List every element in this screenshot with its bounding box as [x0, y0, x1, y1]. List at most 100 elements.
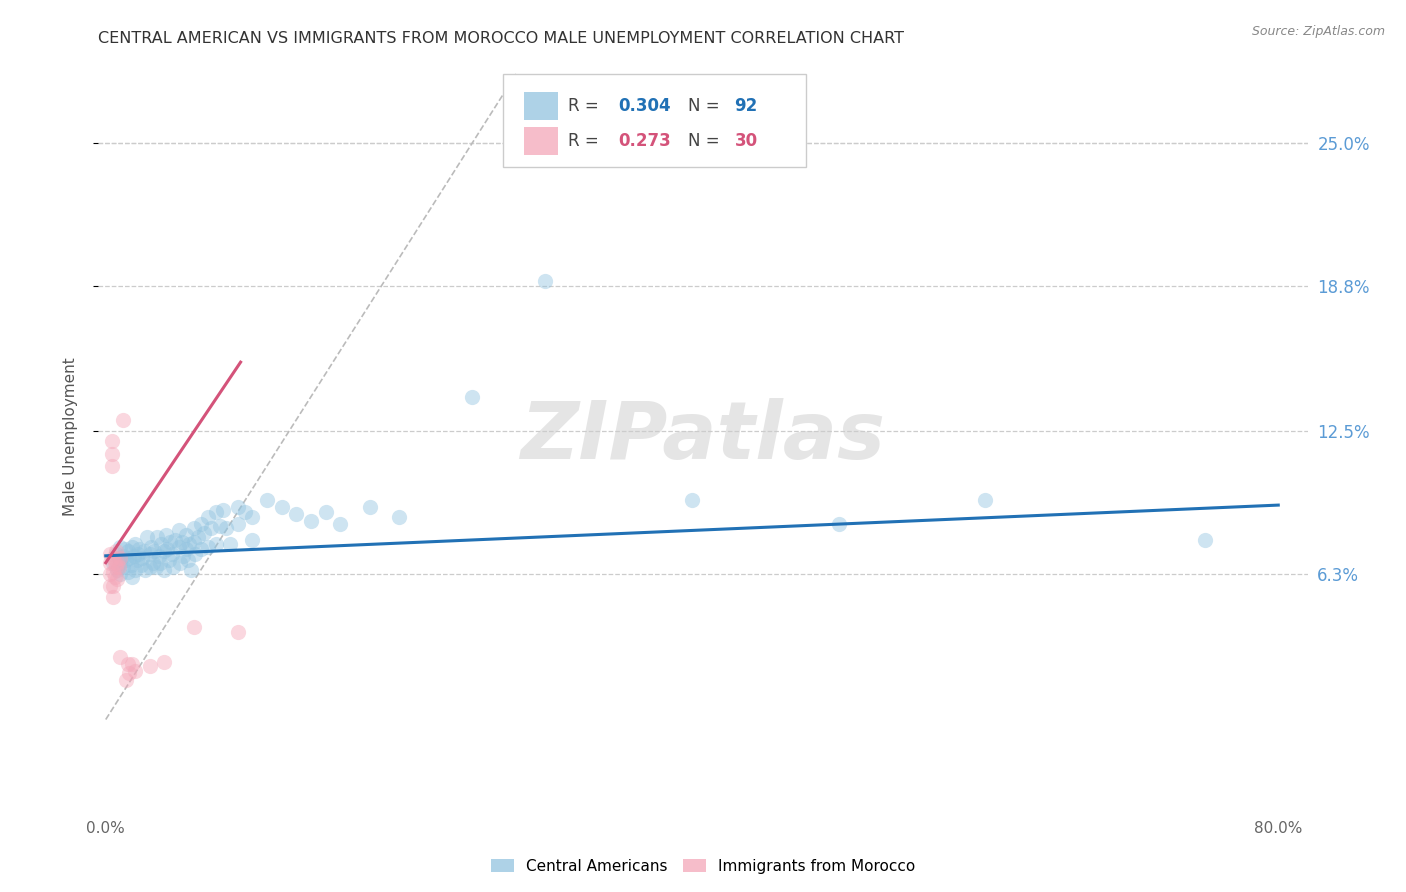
Point	[121, 569, 143, 583]
Point	[146, 530, 169, 544]
Point	[117, 544, 139, 558]
Point	[98, 579, 121, 593]
Point	[121, 657, 143, 672]
Point	[110, 551, 132, 566]
Point	[127, 547, 149, 561]
Point	[105, 560, 128, 574]
Text: 92: 92	[734, 97, 758, 115]
Point	[120, 558, 142, 572]
Point	[461, 390, 484, 404]
Point	[105, 547, 128, 561]
Point	[212, 502, 235, 516]
FancyBboxPatch shape	[503, 74, 806, 168]
Point	[150, 537, 173, 551]
Point	[138, 560, 160, 574]
Point	[118, 666, 141, 681]
Point	[134, 563, 156, 577]
Y-axis label: Male Unemployment: Male Unemployment	[63, 358, 77, 516]
Text: Source: ZipAtlas.com: Source: ZipAtlas.com	[1251, 25, 1385, 38]
Point	[159, 535, 181, 549]
Point	[145, 560, 167, 574]
Point	[299, 514, 322, 528]
Point	[827, 516, 849, 531]
Point	[183, 521, 205, 535]
Point	[183, 535, 205, 549]
Point	[176, 528, 198, 542]
Point	[128, 541, 150, 556]
Point	[285, 508, 308, 522]
Point	[115, 673, 138, 688]
Point	[103, 556, 125, 570]
Point	[129, 558, 152, 572]
Point	[167, 540, 190, 554]
Point	[681, 493, 703, 508]
Point	[240, 509, 263, 524]
Point	[142, 556, 165, 570]
Point	[112, 413, 135, 427]
Bar	[524, 92, 558, 120]
Point	[172, 549, 194, 563]
Point	[105, 544, 128, 558]
Point	[101, 551, 124, 566]
Point	[240, 533, 263, 547]
Point	[108, 560, 131, 574]
Point	[153, 544, 176, 558]
Point	[110, 650, 132, 665]
Point	[204, 505, 226, 519]
Point	[122, 549, 145, 563]
Point	[101, 565, 124, 579]
Point	[153, 655, 176, 669]
Point	[219, 537, 242, 551]
Point	[270, 500, 292, 515]
Point	[187, 530, 209, 544]
Point	[226, 516, 249, 531]
Point	[534, 275, 557, 289]
Text: 30: 30	[734, 132, 758, 150]
Point	[190, 541, 212, 556]
Point	[125, 553, 148, 567]
Point	[256, 493, 278, 508]
Point	[107, 556, 129, 570]
Point	[107, 572, 129, 586]
Point	[184, 547, 207, 561]
Point	[108, 551, 131, 566]
Point	[107, 563, 129, 577]
Text: N =: N =	[689, 97, 725, 115]
Point	[193, 525, 215, 540]
Point	[124, 664, 146, 678]
Point	[200, 521, 222, 535]
Point	[138, 659, 160, 673]
Point	[103, 569, 125, 583]
Point	[974, 493, 997, 508]
Point	[226, 500, 249, 515]
Point	[170, 535, 193, 549]
Point	[100, 434, 122, 448]
Point	[148, 549, 170, 563]
Point	[98, 567, 121, 582]
Point	[1194, 533, 1216, 547]
Point	[156, 541, 179, 556]
Point	[110, 567, 132, 582]
Point	[169, 556, 191, 570]
Point	[100, 447, 122, 461]
Point	[131, 551, 153, 566]
Point	[160, 547, 183, 561]
Point	[124, 537, 146, 551]
Point	[359, 500, 381, 515]
Point	[315, 505, 337, 519]
Text: N =: N =	[689, 132, 725, 150]
Point	[177, 553, 200, 567]
Point	[226, 624, 249, 639]
Text: R =: R =	[568, 132, 603, 150]
Point	[110, 540, 132, 554]
Text: CENTRAL AMERICAN VS IMMIGRANTS FROM MOROCCO MALE UNEMPLOYMENT CORRELATION CHART: CENTRAL AMERICAN VS IMMIGRANTS FROM MORO…	[98, 31, 904, 46]
Point	[112, 549, 135, 563]
Point	[114, 541, 136, 556]
Point	[100, 458, 122, 473]
Point	[155, 528, 177, 542]
Point	[388, 509, 411, 524]
Point	[110, 556, 132, 570]
Point	[204, 537, 226, 551]
Point	[167, 524, 190, 538]
Point	[135, 530, 157, 544]
